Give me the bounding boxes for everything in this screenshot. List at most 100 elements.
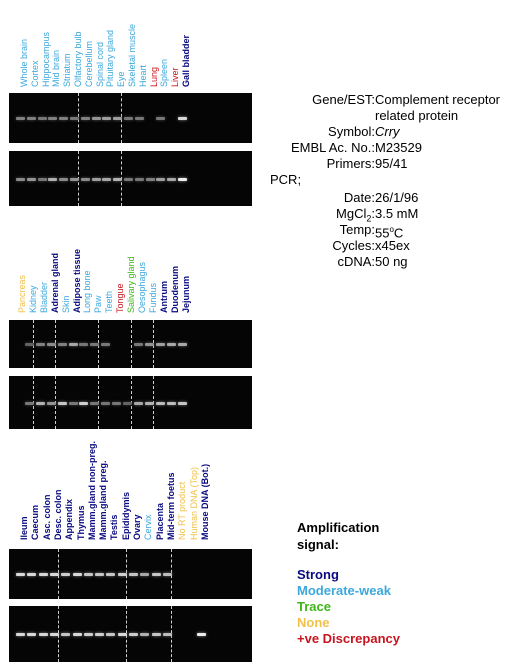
pcr-band xyxy=(155,343,165,346)
lane-label: Long bone xyxy=(82,270,93,313)
embl-value: M23529 xyxy=(375,140,422,155)
lane-label: Mid brain xyxy=(51,49,62,87)
lane-label: Striatum xyxy=(62,53,73,87)
primers-key: Primers: xyxy=(326,156,375,171)
pcr-band xyxy=(177,402,187,405)
gene-key: Gene/EST: xyxy=(312,92,375,107)
lane-label: Ovary xyxy=(132,514,142,540)
pcr-band xyxy=(112,402,122,405)
pcr-band xyxy=(90,402,100,405)
lane-label: Spleen xyxy=(159,58,170,87)
cdna-value: 50 ng xyxy=(375,254,408,269)
pcr-band xyxy=(113,117,123,120)
pcr-band xyxy=(57,343,67,346)
pcr-band xyxy=(49,573,59,576)
pcr-band xyxy=(177,343,187,346)
gel-image xyxy=(9,151,252,206)
gel-image xyxy=(9,93,252,143)
pcr-band xyxy=(106,633,116,636)
embl-key: EMBL Ac. No.: xyxy=(290,140,375,155)
pcr-band xyxy=(37,178,47,181)
lane-label: No RT product xyxy=(177,481,188,540)
pcr-band xyxy=(59,117,69,120)
pcr-band xyxy=(178,178,187,181)
lane-label: Skeletal muscle xyxy=(127,23,137,87)
pcr-band xyxy=(117,633,127,636)
lane-label: Cervix xyxy=(143,514,154,540)
mgcl-value: 3.5 mM xyxy=(375,206,419,221)
pcr-band xyxy=(48,178,58,181)
lane-label: Skin xyxy=(60,295,71,313)
pcr-band xyxy=(133,402,143,405)
pcr-band xyxy=(16,178,25,181)
lane-label: Adrenal gland xyxy=(49,252,60,313)
lane-label: Liver xyxy=(170,67,181,87)
lane-label: Asc. colon xyxy=(41,494,52,540)
pcr-band xyxy=(123,402,132,405)
pcr-band xyxy=(70,178,79,181)
lane-label: Adipose tissue xyxy=(71,248,82,313)
lane-label: Cerebellum xyxy=(83,40,94,87)
lane-label: Desc. colon xyxy=(52,489,63,540)
legend-moderate-weak: Moderate-weak xyxy=(297,583,391,598)
cycles-value: x45ex xyxy=(375,238,410,253)
legend-strong: Strong xyxy=(297,567,339,582)
pcr-band xyxy=(16,117,25,120)
pcr-band xyxy=(26,178,36,181)
pcr-band xyxy=(90,343,100,346)
pcr-band xyxy=(140,573,150,576)
pcr-band xyxy=(37,117,47,120)
pcr-band xyxy=(61,573,71,576)
lane-label: Ileum xyxy=(19,516,29,540)
pcr-band xyxy=(79,402,89,405)
pcr-band xyxy=(166,343,176,346)
lane-label: Caecum xyxy=(30,504,41,540)
pcr-band xyxy=(16,573,25,576)
symbol-value: Crry xyxy=(375,124,400,139)
pcr-band xyxy=(68,343,78,346)
lane-label: Bladder xyxy=(38,281,49,313)
lane-label: Cortex xyxy=(29,60,40,87)
gel-image xyxy=(9,320,252,368)
lane-label: Appendix xyxy=(64,498,75,540)
lane-label: Placenta xyxy=(154,502,165,540)
legend-trace: Trace xyxy=(297,599,331,614)
pcr-band xyxy=(167,178,177,181)
pcr-band xyxy=(80,117,90,120)
pcr-band xyxy=(46,343,56,346)
pcr-band xyxy=(79,343,89,346)
pcr-band xyxy=(106,573,116,576)
pcr-band xyxy=(27,633,37,636)
lane-label: Mamm.gland preg. xyxy=(98,460,109,540)
lane-label: Spinal cord xyxy=(94,41,105,87)
gene-value: Complement receptor xyxy=(375,92,500,107)
pcr-band xyxy=(101,343,111,346)
pcr-band xyxy=(61,633,71,636)
lane-label: Paw xyxy=(93,295,104,313)
pcr-band xyxy=(91,117,101,120)
pcr-band xyxy=(83,633,93,636)
pcr-band xyxy=(91,178,101,181)
pcr-band xyxy=(129,573,138,576)
lane-label: Mamm.gland non-preg. xyxy=(86,441,97,540)
lane-label: Fundus xyxy=(147,282,158,313)
legend-none: None xyxy=(297,615,330,630)
pcr-band xyxy=(59,178,69,181)
legend-discrepancy: +ve Discrepancy xyxy=(297,631,400,646)
pcr-band xyxy=(140,633,150,636)
pcr-band xyxy=(24,402,34,405)
temp-key: Temp: xyxy=(339,222,375,237)
primers-value: 95/41 xyxy=(375,156,408,171)
lane-label: Thymus xyxy=(75,505,86,540)
cdna-key: cDNA: xyxy=(337,254,375,269)
pcr-band xyxy=(134,117,144,120)
lane-label: Mid-term foetus xyxy=(165,472,176,541)
lane-label: Human DNA (Top) xyxy=(188,466,199,540)
lane-label: Jejunum xyxy=(180,275,191,313)
legend-title-2: signal: xyxy=(297,537,339,552)
gel-image xyxy=(9,606,252,662)
pcr-band xyxy=(162,573,172,576)
pcr-band xyxy=(166,402,176,405)
date-value: 26/1/96 xyxy=(375,190,419,205)
pcr-band xyxy=(156,178,166,181)
